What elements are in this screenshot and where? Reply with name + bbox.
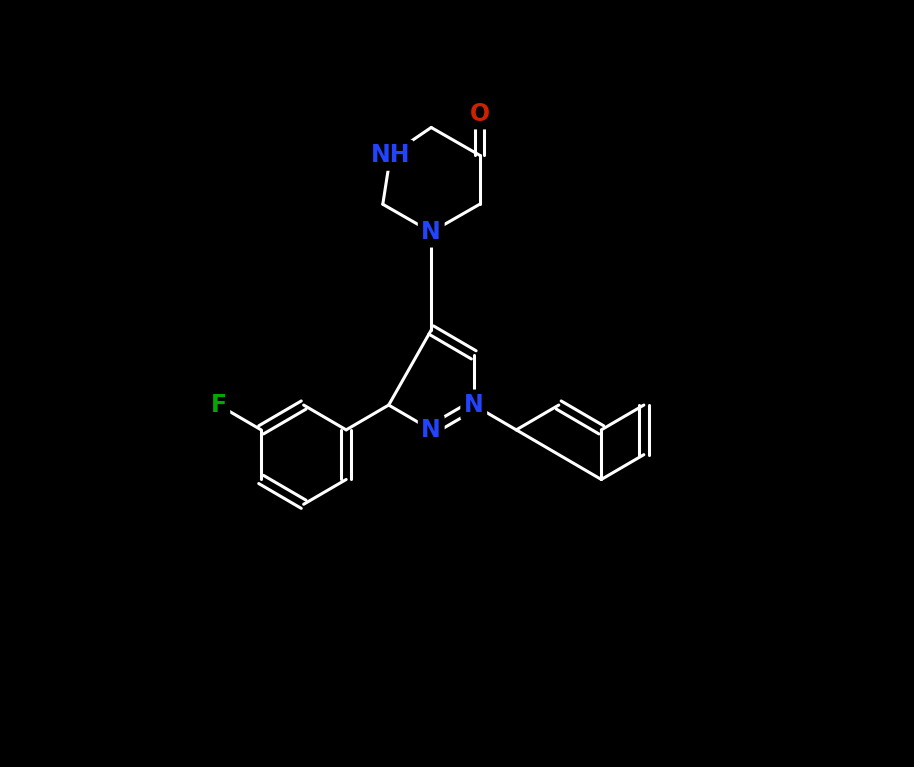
Text: O: O — [470, 102, 490, 126]
Text: N: N — [421, 418, 441, 442]
Text: NH: NH — [371, 143, 410, 167]
Text: N: N — [464, 393, 484, 417]
Text: N: N — [421, 220, 441, 244]
Text: F: F — [210, 393, 227, 417]
